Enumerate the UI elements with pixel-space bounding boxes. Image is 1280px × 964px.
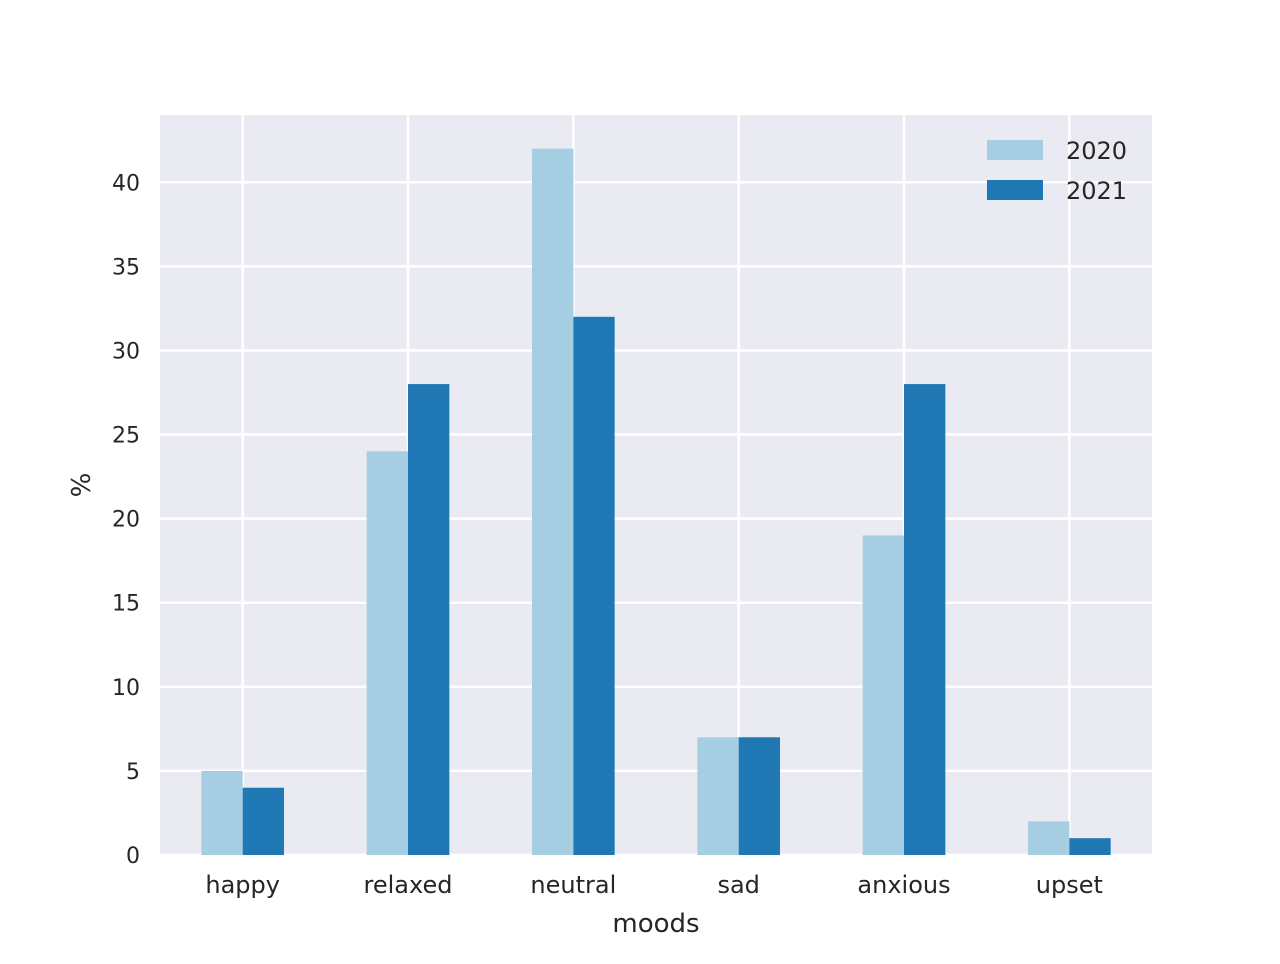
y-tick-label: 10 (112, 676, 140, 701)
y-tick-label: 5 (126, 760, 140, 785)
x-tick-labels: happy relaxed neutral sad anxious upset (205, 871, 1103, 899)
x-tick-label: neutral (530, 871, 616, 899)
legend-label-2020: 2020 (1066, 137, 1127, 165)
x-tick-label: sad (717, 871, 759, 899)
bar-2020-neutral (532, 148, 574, 856)
bar-2021-happy (242, 787, 284, 855)
bar-2021-relaxed (408, 384, 450, 855)
x-tick-label: upset (1036, 871, 1103, 899)
x-tick-label: happy (205, 871, 280, 899)
bar-2021-sad (738, 737, 780, 855)
x-tick-label: relaxed (364, 871, 453, 899)
bar-2020-relaxed (366, 451, 408, 855)
bar-2020-sad (697, 737, 739, 855)
y-tick-label: 35 (112, 255, 140, 280)
legend-swatch-2020 (987, 140, 1043, 160)
y-tick-label: 30 (112, 339, 140, 364)
legend-label-2021: 2021 (1066, 177, 1127, 205)
x-axis-label: moods (612, 909, 699, 939)
y-tick-label: 20 (112, 508, 140, 533)
y-tick-label: 40 (112, 171, 140, 196)
y-tick-label: 15 (112, 592, 140, 617)
bar-2021-upset (1069, 838, 1111, 855)
bar-2020-upset (1028, 821, 1070, 855)
legend-swatch-2021 (987, 180, 1043, 200)
y-tick-label: 0 (126, 844, 140, 869)
y-tick-labels: 0 5 10 15 20 25 30 35 40 (112, 171, 140, 869)
bar-2020-happy (201, 770, 243, 855)
bar-2021-neutral (573, 316, 615, 855)
y-axis-label: % (67, 473, 97, 498)
plot-background (160, 115, 1152, 855)
bar-2021-anxious (904, 384, 946, 855)
y-tick-label: 25 (112, 424, 140, 449)
bar-2020-anxious (862, 535, 904, 855)
x-tick-label: anxious (857, 871, 950, 899)
legend: 2020 2021 (987, 137, 1127, 205)
bars (201, 148, 1111, 856)
